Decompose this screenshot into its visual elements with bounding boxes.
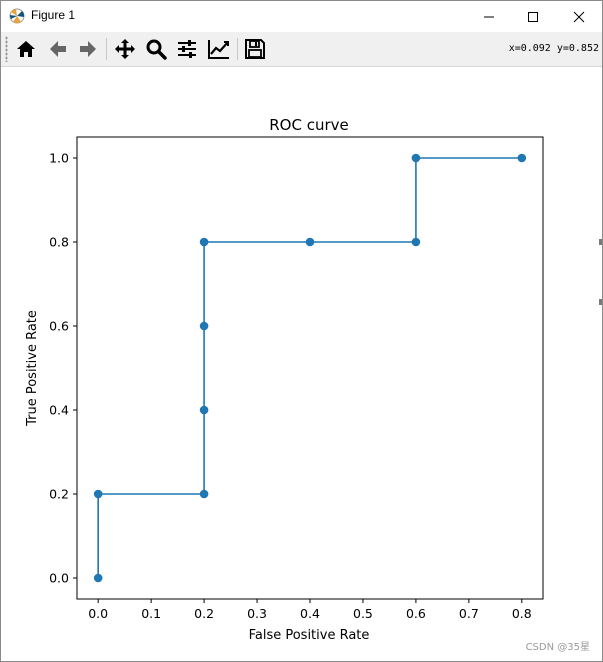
y-tick-label: 0.6 [49,319,69,334]
window-edge-marker [599,239,602,245]
y-tick-label: 1.0 [49,151,69,166]
toolbar-separator [237,38,238,60]
x-tick-label: 0.1 [141,606,161,621]
roc-series [93,153,527,583]
configure-subplots-button[interactable] [174,36,200,62]
save-button[interactable] [242,36,268,62]
x-axis-label: False Positive Rate [249,628,370,643]
roc-point [411,237,421,247]
roc-point [199,405,209,415]
x-tick-label: 0.4 [300,606,320,621]
x-axis-ticks: 0.0 0.1 0.2 0.3 0.4 0.5 0.6 0.7 0.8 [88,599,532,621]
roc-point [411,153,421,163]
y-axis-label: True Positive Rate [25,310,40,427]
x-tick-label: 0.7 [459,606,479,621]
back-arrow-icon [50,41,66,57]
chart-title: ROC curve [269,116,349,134]
home-button[interactable] [13,36,39,62]
maximize-button[interactable] [510,1,556,32]
roc-point [199,321,209,331]
x-tick-label: 0.2 [194,606,214,621]
navigation-toolbar: x=0.092 y=0.852 [1,32,602,67]
roc-point [517,153,527,163]
home-icon [17,41,35,57]
maximize-icon [528,11,538,22]
configure-subplots-icon [178,40,196,58]
y-tick-label: 0.4 [49,403,69,418]
roc-line [97,157,522,578]
x-tick-label: 0.3 [247,606,267,621]
roc-point [93,489,103,499]
back-button[interactable] [45,36,71,62]
forward-arrow-icon [80,41,96,57]
toolbar-separator [106,38,107,60]
x-tick-label: 0.0 [88,606,108,621]
x-tick-label: 0.5 [353,606,373,621]
zoom-icon [146,39,167,60]
cursor-coordinates: x=0.092 y=0.852 [508,43,599,54]
save-icon [245,39,265,59]
close-icon [573,11,585,22]
y-tick-label: 0.2 [49,487,69,502]
forward-button[interactable] [75,36,101,62]
watermark: CSDN @35星 [525,642,590,653]
pan-icon [115,39,135,59]
window-title: Figure 1 [31,8,76,22]
window-edge-marker [599,299,602,305]
figure-canvas[interactable]: ROC curve 0.0 0.1 0.2 0.3 0.4 0.5 0.6 0.7 0.8 0.… [1,67,602,661]
pan-button[interactable] [112,36,138,62]
minimize-icon [484,16,494,17]
roc-point [199,489,209,499]
roc-point [93,573,103,583]
roc-point [199,237,209,247]
title-bar[interactable]: Figure 1 [1,1,602,32]
plot-area-frame [76,136,544,600]
y-axis-ticks: 0.0 0.2 0.4 0.6 0.8 1.0 [49,151,77,586]
matplotlib-logo-icon [9,8,25,24]
roc-point [305,237,315,247]
roc-chart[interactable]: ROC curve 0.0 0.1 0.2 0.3 0.4 0.5 0.6 0.7 0.8 0.… [1,67,602,661]
y-tick-label: 0.8 [49,235,69,250]
y-tick-label: 0.0 [49,571,69,586]
edit-axis-button[interactable] [206,36,232,62]
x-tick-label: 0.6 [406,606,426,621]
close-button[interactable] [556,1,602,32]
zoom-button[interactable] [143,36,169,62]
x-tick-label: 0.8 [512,606,532,621]
toolbar-grip[interactable] [5,36,8,62]
minimize-button[interactable] [466,1,512,32]
edit-axis-icon [208,40,229,59]
